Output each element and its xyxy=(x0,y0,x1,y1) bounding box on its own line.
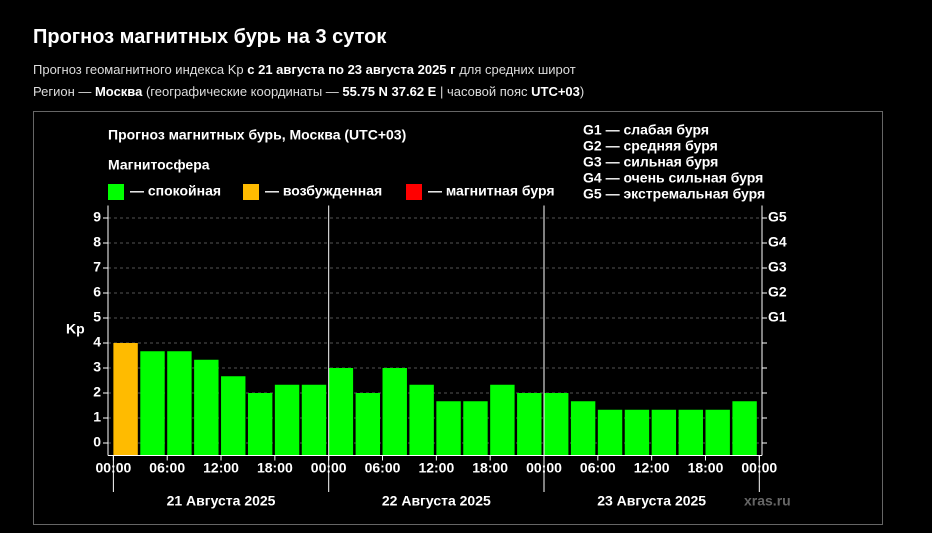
text-segment: 55.75 N 37.62 E xyxy=(342,84,437,99)
x-tick-label: 06:00 xyxy=(365,460,401,476)
legend-swatch xyxy=(243,184,259,200)
y2-tick-label: G1 xyxy=(768,309,787,325)
g-scale-item: G3 — сильная буря xyxy=(583,154,718,170)
subtitle: Прогноз геомагнитного индекса Kp с 21 ав… xyxy=(33,62,576,77)
bar xyxy=(705,409,730,456)
legend-label: — магнитная буря xyxy=(428,183,555,199)
bar xyxy=(597,409,623,456)
x-tick-label: 00:00 xyxy=(741,460,777,476)
y2-tick-label: G5 xyxy=(768,209,787,225)
text-segment: с 21 августа по 23 августа 2025 г xyxy=(247,62,456,77)
day-label: 23 Августа 2025 xyxy=(597,493,706,509)
y2-tick-label: G4 xyxy=(768,234,787,250)
text-segment: | часовой пояс xyxy=(436,84,532,99)
x-tick-label: 18:00 xyxy=(257,460,293,476)
bar xyxy=(274,384,300,456)
bar xyxy=(140,351,165,456)
x-tick-label: 18:00 xyxy=(472,460,508,476)
bar xyxy=(301,384,327,456)
x-tick-label: 12:00 xyxy=(634,460,670,476)
x-tick-label: 18:00 xyxy=(688,460,724,476)
region-line: Регион — Москва (географические координа… xyxy=(33,84,584,99)
bar xyxy=(409,384,434,456)
x-tick-label: 00:00 xyxy=(526,460,562,476)
bar xyxy=(490,384,515,456)
bar xyxy=(167,351,192,456)
legend-swatch xyxy=(406,184,422,200)
y-tick-label: 9 xyxy=(93,209,101,225)
legend-title: Магнитосфера xyxy=(108,157,210,173)
y-tick-label: 7 xyxy=(93,259,101,275)
y-tick-label: 6 xyxy=(93,284,101,300)
legend-swatch xyxy=(108,184,124,200)
g-scale-item: G4 — очень сильная буря xyxy=(583,170,763,186)
bar xyxy=(624,409,650,456)
text-segment: UTC+03 xyxy=(531,84,580,99)
text-segment: для средних широт xyxy=(455,62,576,77)
bar xyxy=(328,368,354,456)
y-tick-label: 1 xyxy=(93,409,101,425)
x-tick-label: 06:00 xyxy=(149,460,185,476)
legend-label: — возбужденная xyxy=(265,183,382,199)
y-axis-label: Kp xyxy=(66,321,85,337)
bar xyxy=(651,409,677,456)
y-tick-label: 8 xyxy=(93,234,101,250)
x-tick-label: 06:00 xyxy=(580,460,616,476)
bar xyxy=(247,393,273,456)
x-tick-label: 12:00 xyxy=(418,460,454,476)
y2-tick-label: G2 xyxy=(768,284,787,300)
bar xyxy=(221,376,246,456)
bar xyxy=(436,401,461,456)
day-label: 21 Августа 2025 xyxy=(167,493,276,509)
g-scale-item: G2 — средняя буря xyxy=(583,138,718,154)
watermark: xras.ru xyxy=(744,493,791,509)
chart-frame xyxy=(33,111,883,525)
bar xyxy=(463,401,488,456)
text-segment: Прогноз геомагнитного индекса Kp xyxy=(33,62,248,77)
y2-tick-label: G3 xyxy=(768,259,787,275)
bar xyxy=(355,393,381,456)
y-tick-label: 3 xyxy=(93,359,101,375)
bar xyxy=(678,409,703,456)
text-segment: Москва xyxy=(94,84,143,99)
y-tick-label: 2 xyxy=(93,384,101,400)
bar xyxy=(113,343,138,456)
bar xyxy=(194,359,219,456)
g-scale-item: G1 — слабая буря xyxy=(583,122,709,138)
chart-title: Прогноз магнитных бурь, Москва (UTC+03) xyxy=(108,127,406,143)
bar xyxy=(517,393,542,456)
day-label: 22 Августа 2025 xyxy=(382,493,491,509)
bar xyxy=(544,393,569,456)
bar xyxy=(382,368,407,456)
text-segment: ) xyxy=(579,84,585,99)
g-scale-item: G5 — экстремальная буря xyxy=(583,186,765,202)
text-segment: Регион — xyxy=(33,84,95,99)
text-segment: (географические координаты — xyxy=(142,84,343,99)
legend-label: — спокойная xyxy=(130,183,221,199)
x-tick-label: 12:00 xyxy=(203,460,239,476)
y-tick-label: 5 xyxy=(93,309,101,325)
y-tick-label: 0 xyxy=(93,434,101,450)
x-tick-label: 00:00 xyxy=(311,460,347,476)
bar xyxy=(570,401,596,456)
y-tick-label: 4 xyxy=(93,334,101,350)
bar xyxy=(732,401,757,456)
x-tick-label: 00:00 xyxy=(95,460,131,476)
page-title: Прогноз магнитных бурь на 3 суток xyxy=(33,26,387,48)
